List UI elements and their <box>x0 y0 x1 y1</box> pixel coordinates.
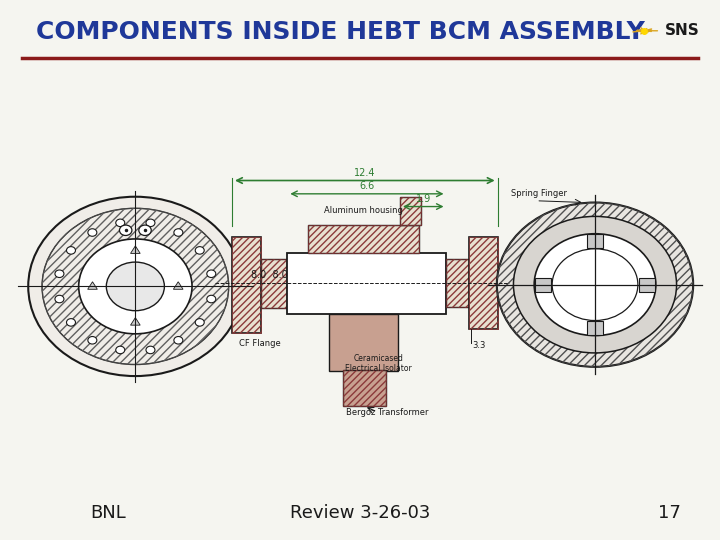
FancyBboxPatch shape <box>232 237 261 333</box>
Text: 8.0  8.0: 8.0 8.0 <box>251 270 287 280</box>
Text: 3.3: 3.3 <box>472 341 485 350</box>
Text: BNL: BNL <box>90 504 126 522</box>
FancyBboxPatch shape <box>343 370 386 406</box>
Circle shape <box>55 270 64 278</box>
Circle shape <box>88 336 97 344</box>
Circle shape <box>66 319 76 326</box>
Circle shape <box>174 229 183 237</box>
Circle shape <box>146 346 155 354</box>
Text: Bergoz Transformer: Bergoz Transformer <box>346 408 429 417</box>
Circle shape <box>534 234 656 335</box>
Text: Spring Finger: Spring Finger <box>510 188 567 198</box>
FancyBboxPatch shape <box>639 278 655 292</box>
Circle shape <box>66 247 76 254</box>
FancyBboxPatch shape <box>400 197 420 225</box>
Circle shape <box>207 270 216 278</box>
Circle shape <box>55 295 64 303</box>
FancyBboxPatch shape <box>308 225 419 253</box>
FancyBboxPatch shape <box>287 253 446 314</box>
FancyBboxPatch shape <box>587 321 603 335</box>
Text: COMPONENTS INSIDE HEBT BCM ASSEMBLY: COMPONENTS INSIDE HEBT BCM ASSEMBLY <box>36 20 645 44</box>
Circle shape <box>78 239 192 334</box>
Circle shape <box>497 202 693 367</box>
Circle shape <box>28 197 243 376</box>
Polygon shape <box>130 246 140 253</box>
Circle shape <box>195 319 204 326</box>
Circle shape <box>42 208 229 364</box>
Circle shape <box>116 346 125 354</box>
Text: 1.9: 1.9 <box>416 194 431 204</box>
Circle shape <box>207 295 216 303</box>
Circle shape <box>146 219 155 227</box>
Circle shape <box>139 225 151 235</box>
Polygon shape <box>130 318 140 325</box>
FancyBboxPatch shape <box>469 237 498 329</box>
Circle shape <box>513 217 677 353</box>
Polygon shape <box>88 282 97 289</box>
Text: 17: 17 <box>658 504 681 522</box>
Text: Ceramicased
Electrical Isolator: Ceramicased Electrical Isolator <box>346 354 412 374</box>
FancyBboxPatch shape <box>329 314 398 372</box>
Circle shape <box>174 336 183 344</box>
Polygon shape <box>174 282 183 289</box>
FancyBboxPatch shape <box>261 259 287 308</box>
Text: CF Flange: CF Flange <box>239 339 281 348</box>
Text: SNS: SNS <box>665 23 699 38</box>
Text: 12.4: 12.4 <box>354 167 376 178</box>
Circle shape <box>107 262 164 310</box>
Circle shape <box>88 229 97 237</box>
Text: Review 3-26-03: Review 3-26-03 <box>290 504 430 522</box>
FancyBboxPatch shape <box>446 259 469 307</box>
FancyBboxPatch shape <box>587 234 603 248</box>
Circle shape <box>195 247 204 254</box>
Circle shape <box>116 219 125 227</box>
Text: Aluminum housing: Aluminum housing <box>324 206 403 215</box>
Circle shape <box>120 225 132 235</box>
FancyBboxPatch shape <box>535 278 552 292</box>
Text: 6.6: 6.6 <box>359 181 374 191</box>
